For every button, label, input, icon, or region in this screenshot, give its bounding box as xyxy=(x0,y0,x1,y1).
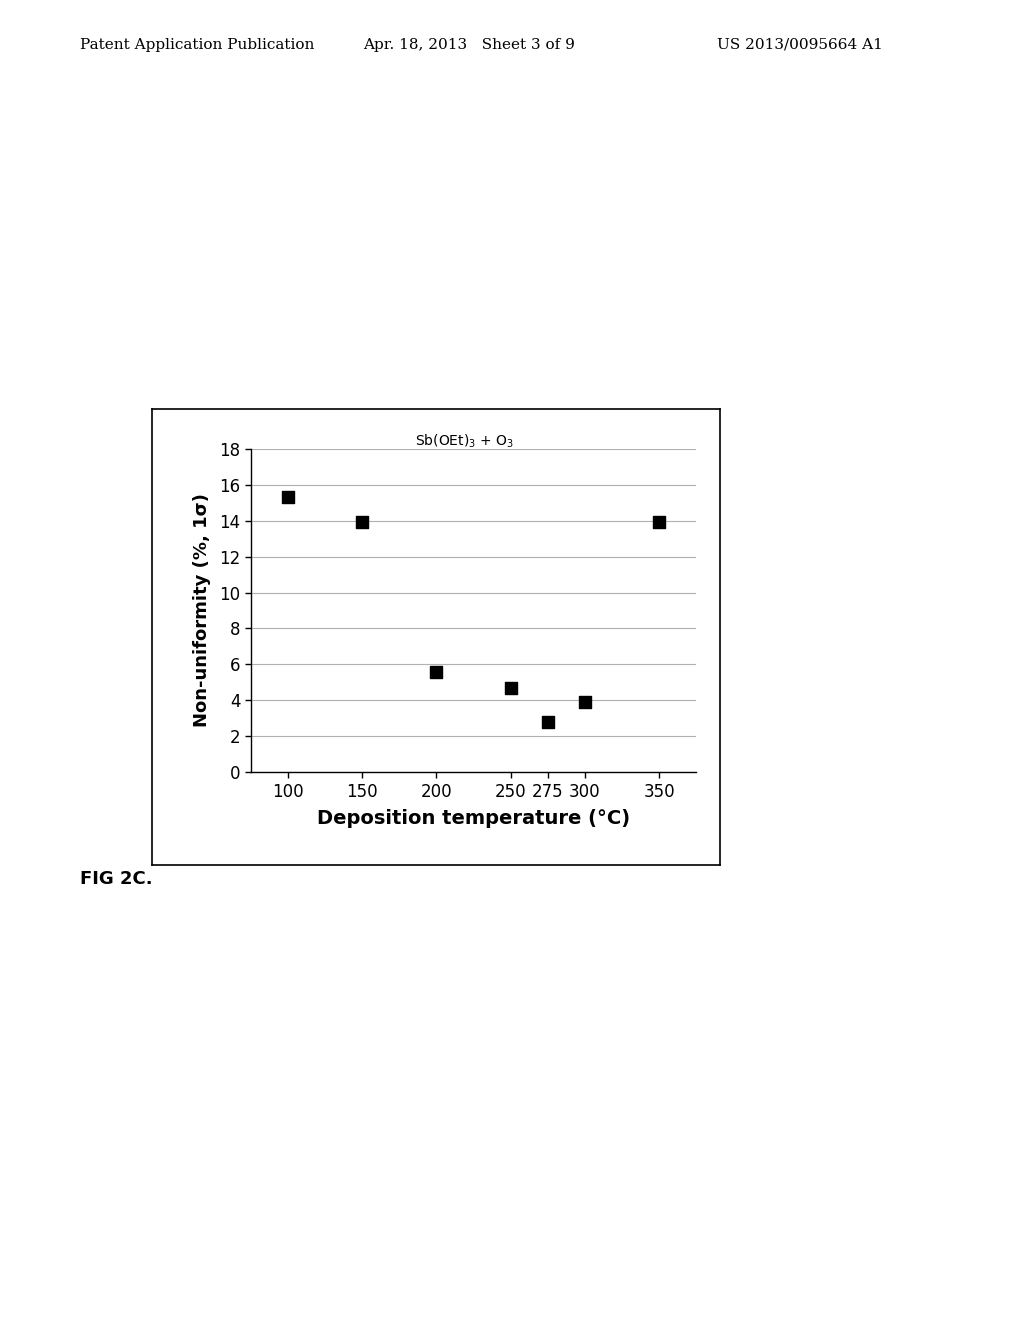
Point xyxy=(503,677,519,698)
Text: Apr. 18, 2013   Sheet 3 of 9: Apr. 18, 2013 Sheet 3 of 9 xyxy=(364,38,575,51)
Text: US 2013/0095664 A1: US 2013/0095664 A1 xyxy=(717,38,883,51)
Y-axis label: Non-uniformity (%, 1σ): Non-uniformity (%, 1σ) xyxy=(193,494,211,727)
Point xyxy=(354,512,371,533)
Point xyxy=(280,487,296,508)
Text: Sb(OEt)$_3$ + O$_3$: Sb(OEt)$_3$ + O$_3$ xyxy=(415,433,514,450)
Point xyxy=(577,692,593,713)
Point xyxy=(651,512,668,533)
Point xyxy=(540,711,556,733)
Text: FIG 2C.: FIG 2C. xyxy=(80,870,153,888)
Text: Patent Application Publication: Patent Application Publication xyxy=(80,38,314,51)
Point xyxy=(428,661,444,682)
X-axis label: Deposition temperature (°C): Deposition temperature (°C) xyxy=(317,809,630,828)
